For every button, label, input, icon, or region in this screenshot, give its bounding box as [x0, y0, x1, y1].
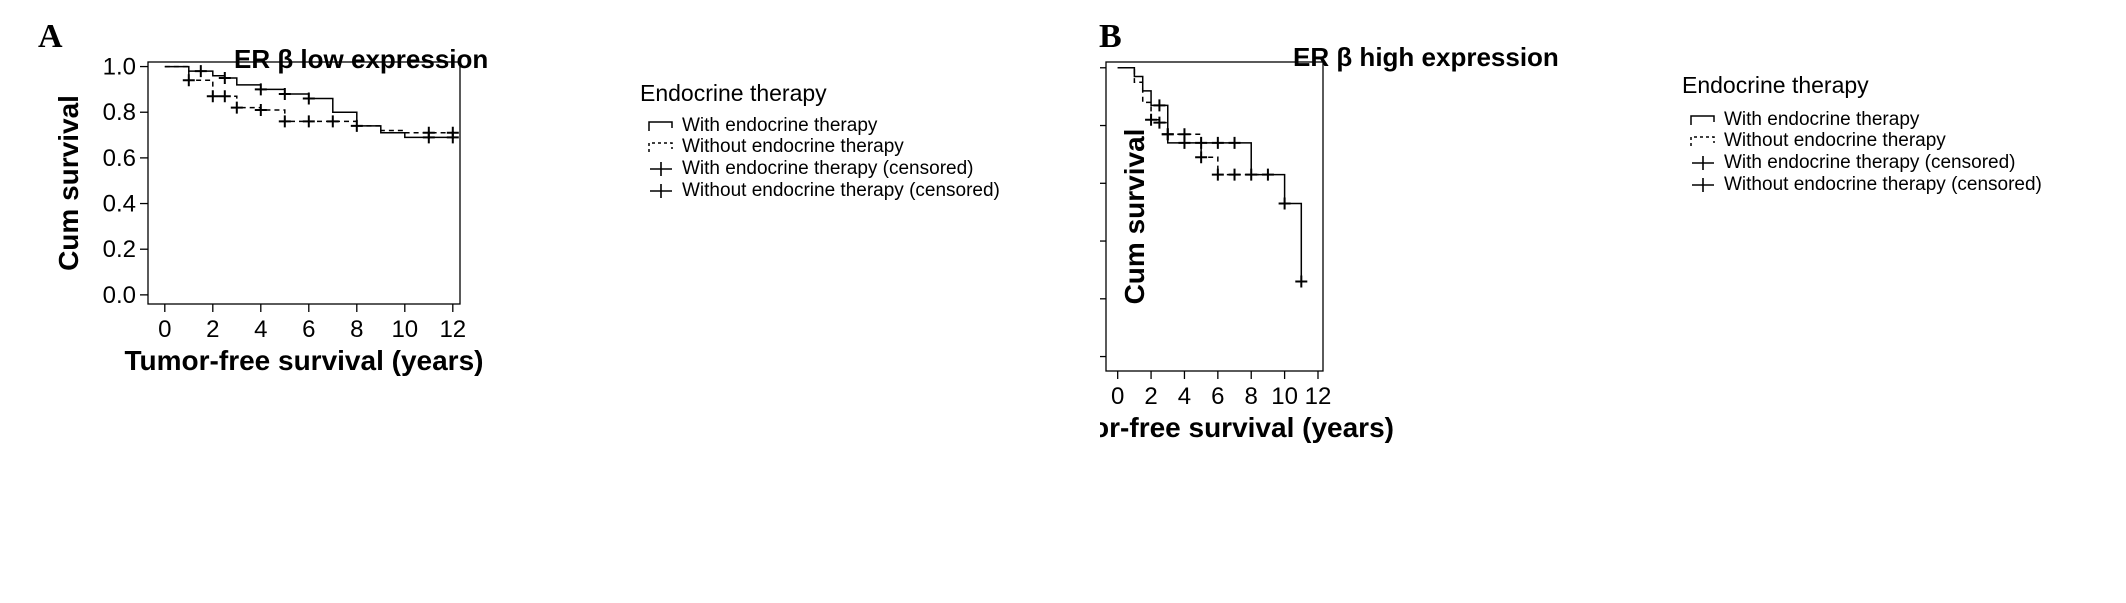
chart-a-x-axis-title: Tumor-free survival (years) [125, 345, 484, 376]
chart-b-x-tick-label: 4 [1178, 383, 1191, 410]
chart-a-censor-mark [302, 115, 315, 128]
panel-b-letter: B [1099, 18, 1122, 55]
chart-a-y-tick-label: 0.6 [103, 145, 136, 172]
chart-a-censor-mark [422, 126, 435, 139]
chart-a-y-tick-label: 0.4 [103, 191, 136, 218]
chart-a-x-tick-label: 0 [158, 316, 171, 343]
chart-b-censor-mark [1153, 99, 1166, 112]
legend-solid-step-icon [1690, 115, 1715, 125]
chart-b-censor-mark [1245, 168, 1258, 181]
chart-a-censor-mark [254, 103, 267, 116]
chart-a-x-tick-label: 8 [350, 316, 363, 343]
panel-a-letter: A [38, 18, 63, 55]
legend-censor-plus-icon [650, 184, 672, 198]
chart-a-x-tick-label: 12 [439, 316, 466, 343]
chart-b-censor-mark [1261, 168, 1274, 181]
chart-b-y-axis-title: Cum survival [1119, 129, 1150, 305]
chart-a-censor-mark [218, 71, 231, 84]
legend-a-item-without-censored: Without endocrine therapy (censored) [648, 180, 1000, 202]
chart-b-censor-mark [1161, 128, 1174, 141]
chart-a-censor-mark [230, 101, 243, 114]
legend-a-item-without: Without endocrine therapy [648, 136, 904, 158]
chart-b-x-tick-label: 6 [1211, 383, 1224, 410]
chart-b-series-without-curve [1117, 67, 1268, 176]
chart-b-censor-mark [1295, 275, 1308, 288]
chart-a-censor-mark [218, 90, 231, 103]
legend-b-item-without: Without endocrine therapy [1690, 130, 1946, 152]
chart-a-x-tick-label: 6 [302, 316, 315, 343]
chart-b-censor-mark [1228, 168, 1241, 181]
legend-b-title: Endocrine therapy [1682, 72, 1869, 98]
chart-a-y-tick-label: 0.8 [103, 99, 136, 126]
legend-censor-plus-icon [650, 162, 672, 176]
chart-b-censor-mark [1228, 136, 1241, 149]
chart-a-censor-mark [302, 92, 315, 105]
panel-a-title: ER β low expression [234, 44, 489, 74]
chart-a-censor-mark [254, 83, 267, 96]
chart-a-censor-mark [182, 74, 195, 87]
chart-a-y-tick-label: 0.2 [103, 236, 136, 263]
chart-a-y-tick-label: 0.0 [103, 282, 136, 309]
chart-b-censor-mark [1211, 168, 1224, 181]
legend-dashed-step-icon [648, 142, 673, 152]
chart-a-censor-mark [446, 126, 459, 139]
km-chart-a: 0 2 4 6 8 10 12 0.0 0.2 0.4 0.6 0.8 1.0 Tumor-free su… [53, 54, 484, 376]
chart-b-x-tick-label: 10 [1271, 383, 1298, 410]
panel-b-title: ER β high expression [1293, 42, 1559, 72]
chart-b-x-axis-title: Tumor-free survival (years) [1100, 412, 1394, 443]
chart-a-censor-mark [206, 90, 219, 103]
chart-b-censor-mark [1195, 151, 1208, 164]
chart-b-plot-frame [1105, 61, 1324, 372]
chart-b-censor-mark [1278, 197, 1291, 210]
legend-dashed-step-icon [1690, 136, 1715, 146]
chart-b-x-tick-label: 12 [1305, 383, 1332, 410]
chart-a-x-tick-label: 4 [254, 316, 267, 343]
chart-a-series-without-curve [164, 65, 453, 134]
chart-a-censor-mark [326, 115, 339, 128]
chart-b-censor-mark [1153, 116, 1166, 129]
chart-a-y-axis-title: Cum survival [53, 95, 84, 271]
legend-b-item-with: With endocrine therapy [1690, 109, 1919, 131]
legend-censor-plus-icon [1692, 156, 1714, 170]
chart-a-x-tick-label: 10 [391, 316, 418, 343]
chart-a-censor-mark [350, 119, 363, 132]
chart-b-x-tick-label: 2 [1144, 383, 1157, 410]
legend-censor-plus-icon [1692, 178, 1714, 192]
chart-a-censor-mark [194, 65, 207, 78]
legend-b-item-without-censored: Without endocrine therapy (censored) [1690, 174, 2042, 196]
legend-solid-step-icon [648, 121, 673, 131]
legend-a-item-with-censored: With endocrine therapy (censored) [648, 158, 973, 180]
legend-a-item-with: With endocrine therapy [648, 115, 877, 137]
chart-a-censor-mark [278, 115, 291, 128]
chart-b-censor-mark [1211, 136, 1224, 149]
chart-b-x-tick-label: 8 [1245, 383, 1258, 410]
chart-b-x-tick-label: 0 [1111, 383, 1124, 410]
chart-a-plot-frame [147, 61, 461, 305]
legend-a-title: Endocrine therapy [640, 80, 827, 106]
chart-b-censor-mark [1178, 128, 1191, 141]
chart-b-censor-mark [1145, 113, 1158, 126]
chart-b-series-with-curve [1117, 67, 1303, 282]
chart-a-x-tick-label: 2 [206, 316, 219, 343]
chart-a-y-tick-label: 1.0 [103, 54, 136, 81]
legend-b-item-with-censored: With endocrine therapy (censored) [1690, 152, 2015, 174]
chart-a-censor-mark [278, 87, 291, 100]
